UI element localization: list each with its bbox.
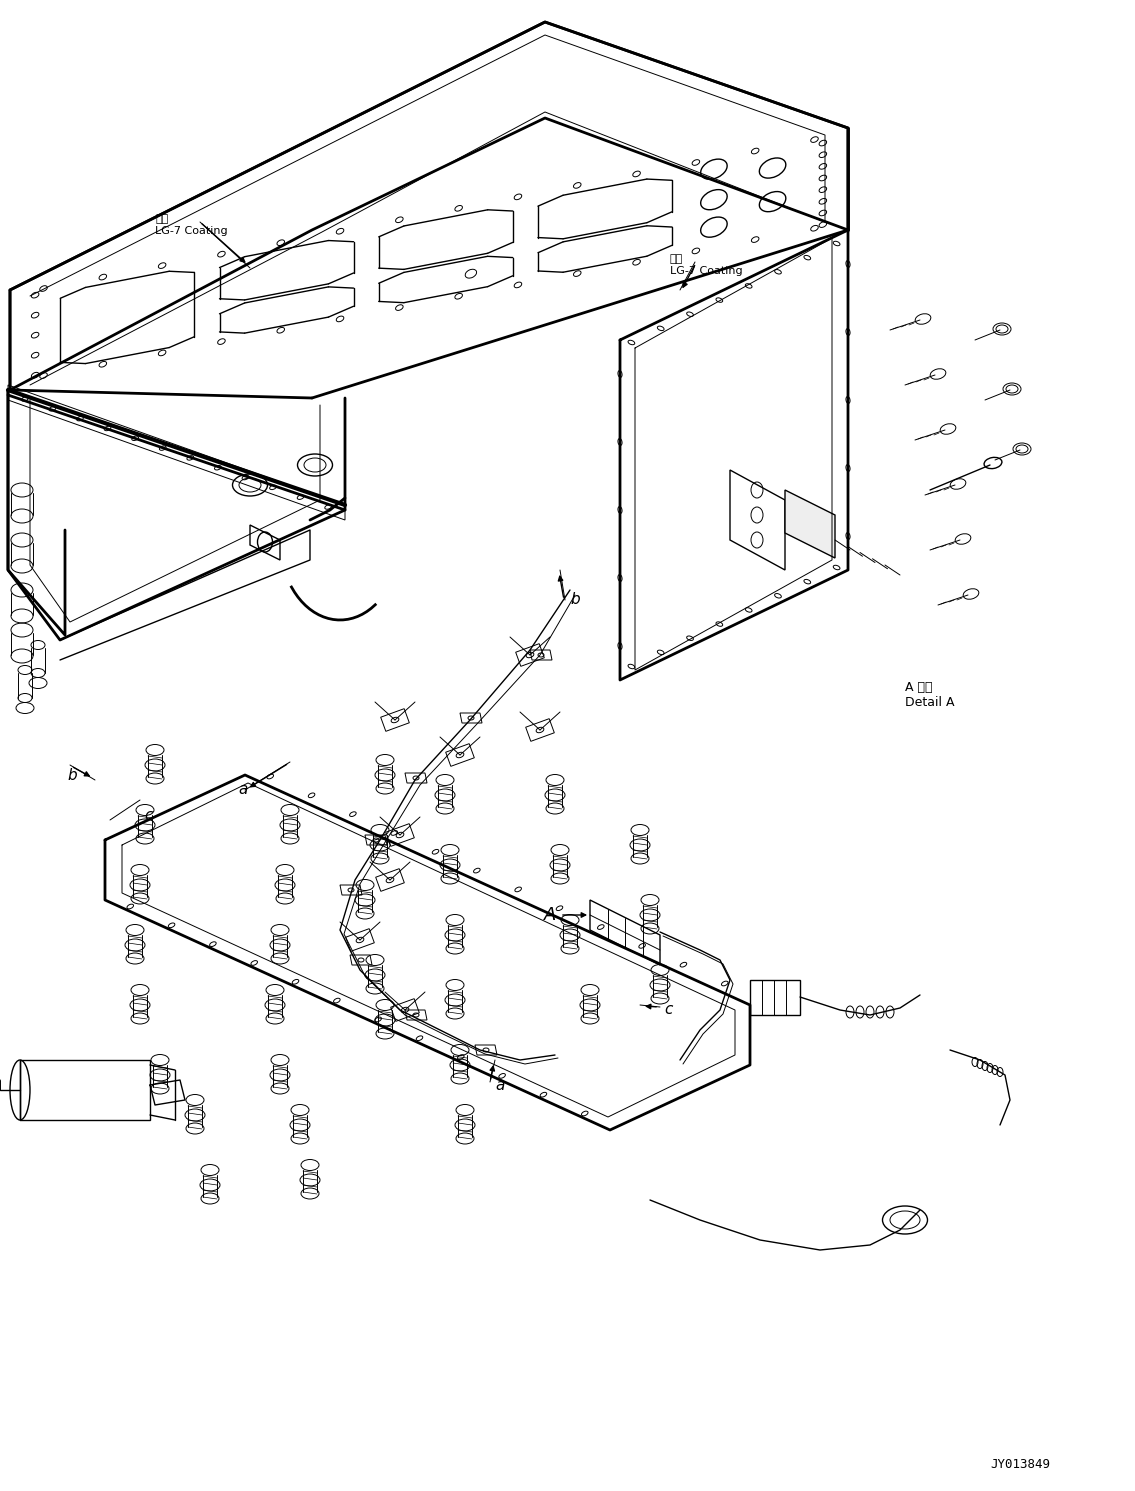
Bar (750, 980, 800, 1015)
Text: A: A (544, 907, 556, 924)
Text: JY013849: JY013849 (990, 1458, 1050, 1472)
Text: b: b (67, 768, 77, 783)
Text: 塗布
LG-7 Coating: 塗布 LG-7 Coating (670, 253, 742, 276)
Polygon shape (785, 491, 835, 558)
Text: A 詳細
Detail A: A 詳細 Detail A (905, 681, 955, 710)
Text: a: a (238, 783, 247, 798)
Text: a: a (495, 1078, 505, 1093)
Text: b: b (570, 592, 580, 607)
Text: 塗布
LG-7 Coating: 塗布 LG-7 Coating (155, 215, 228, 236)
Bar (20, 1060, 150, 1120)
Text: c: c (144, 808, 152, 823)
Text: c: c (664, 1002, 672, 1017)
